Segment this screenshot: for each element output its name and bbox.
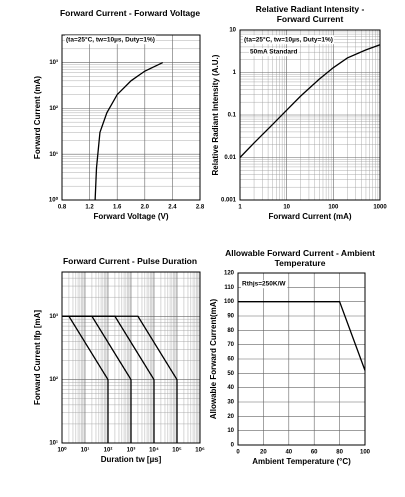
x-tick-label: 40 <box>285 450 292 456</box>
y-tick-label: 100 <box>224 299 235 305</box>
x-tick-label: 100 <box>328 205 339 211</box>
x-axis-label: Forward Voltage (V) <box>94 212 169 221</box>
y-axis-label: Forward Current Ifp [mA] <box>33 310 42 405</box>
x-tick-label: 0 <box>236 450 240 456</box>
y-tick-label: 110 <box>224 285 234 291</box>
x-tick-label: 10⁰ <box>57 447 67 454</box>
y-axis-label: Relative Radiant Intensity (A.U.) <box>211 54 220 175</box>
x-tick-label: 1.6 <box>113 205 122 211</box>
x-tick-label: 10² <box>104 447 113 454</box>
y-tick-label: 10³ <box>49 313 58 320</box>
x-tick-label: 80 <box>336 450 343 456</box>
y-tick-label: 1 <box>233 70 237 76</box>
y-axis-label: Allowable Forward Current(mA) <box>209 298 218 419</box>
y-tick-label: 10³ <box>49 59 58 66</box>
x-tick-label: 10⁴ <box>149 448 159 454</box>
y-tick-label: 0.001 <box>221 198 237 204</box>
data-line <box>62 315 178 443</box>
x-tick-label: 10³ <box>127 447 136 454</box>
annotation-bg <box>243 35 334 45</box>
data-line <box>238 301 366 371</box>
annotation: 50mA Standard <box>250 49 297 56</box>
y-tick-label: 10 <box>227 428 234 434</box>
x-axis-label: Duration tw [µs] <box>101 455 162 464</box>
data-line <box>94 61 164 201</box>
x-tick-label: 10¹ <box>81 447 90 454</box>
x-tick-label: 100 <box>360 450 371 456</box>
annotation-bg <box>249 48 299 57</box>
annotation: (ta=25°C, tw=10µs, Duty=1%) <box>66 36 155 44</box>
annotation: (ta=25°C, tw=10µs, Duty=1%) <box>244 36 333 44</box>
x-tick-label: 10⁵ <box>172 448 182 454</box>
y-tick-label: 40 <box>227 385 234 391</box>
y-axis-label: Forward Current (mA) <box>33 76 42 159</box>
y-tick-label: 80 <box>227 328 234 334</box>
y-tick-label: 10⁰ <box>49 197 59 204</box>
y-tick-label: 10² <box>49 376 58 383</box>
y-tick-label: 0.1 <box>228 113 237 119</box>
y-tick-label: 10¹ <box>49 151 58 158</box>
data-line <box>239 44 381 158</box>
y-tick-label: 10 <box>229 28 236 34</box>
y-tick-label: 10² <box>49 105 58 112</box>
x-tick-label: 20 <box>260 450 267 456</box>
y-tick-label: 10¹ <box>49 440 58 447</box>
y-tick-label: 90 <box>227 314 234 320</box>
x-tick-label: 0.8 <box>58 205 67 211</box>
plot-frame <box>61 34 201 201</box>
y-tick-label: 30 <box>227 400 234 406</box>
x-axis-label: Forward Current (mA) <box>268 212 351 221</box>
chart-title: Forward Current - Pulse Duration <box>62 256 198 266</box>
x-tick-label: 1.2 <box>85 205 94 211</box>
y-tick-label: 0.01 <box>224 155 236 161</box>
annotation-bg <box>241 280 288 289</box>
x-tick-label: 2.4 <box>168 205 177 211</box>
y-tick-label: 50 <box>227 371 234 377</box>
x-tick-label: 2.0 <box>141 205 150 211</box>
x-tick-label: 60 <box>311 450 318 456</box>
annotation-bg <box>65 35 156 45</box>
x-tick-label: 1 <box>238 205 242 211</box>
y-tick-label: 60 <box>227 357 234 363</box>
x-tick-label: 10 <box>283 205 290 211</box>
annotation: Rthjs=250K/W <box>242 281 286 288</box>
y-tick-label: 20 <box>227 414 234 420</box>
plot-frame <box>239 29 381 201</box>
x-tick-label: 2.8 <box>196 205 205 211</box>
chart-title: Relative Radiant Intensity - Forward Cur… <box>255 4 365 24</box>
chart-title: Forward Current - Forward Voltage <box>59 8 201 18</box>
x-axis-label: Ambient Temperature (°C) <box>252 457 351 466</box>
x-tick-label: 10⁶ <box>195 448 205 454</box>
y-tick-label: 0 <box>231 443 235 449</box>
y-tick-label: 120 <box>224 271 235 277</box>
y-tick-label: 70 <box>227 342 234 348</box>
plot-frame <box>237 272 366 446</box>
chart-title: Allowable Forward Current - Ambient Temp… <box>225 248 375 268</box>
x-tick-label: 1000 <box>373 205 387 211</box>
